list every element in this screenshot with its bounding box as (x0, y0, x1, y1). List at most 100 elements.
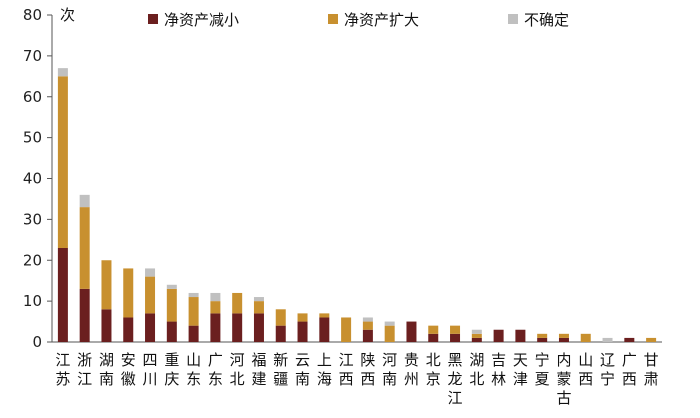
y-tick-label: 0 (32, 333, 42, 351)
x-tick-label: 云南 (295, 351, 310, 388)
bar-segment (406, 321, 417, 342)
bar-segment (123, 268, 134, 318)
x-tick-label: 山东 (186, 351, 201, 388)
bar-segment (646, 337, 657, 342)
bars (57, 68, 657, 342)
bar-segment (537, 337, 548, 342)
bar-segment (362, 329, 373, 342)
bar-segment (57, 68, 68, 77)
bar-segment (275, 309, 286, 326)
legend-label: 净资产减小 (164, 11, 239, 29)
bar-segment (450, 333, 461, 342)
x-tick-label: 福建 (251, 351, 266, 388)
bar-segment (210, 301, 221, 314)
x-tick-label: 广东 (208, 351, 223, 388)
bar-segment (232, 292, 243, 314)
bar-segment (297, 321, 308, 342)
x-tick-label: 安徽 (121, 351, 136, 388)
bar-segment (253, 297, 264, 302)
bar-segment (297, 313, 308, 322)
y-tick-label: 40 (23, 170, 42, 188)
x-tick-label: 宁夏 (535, 351, 550, 388)
x-tick-label: 浙江 (77, 351, 92, 388)
x-tick-label: 河南 (382, 351, 397, 388)
bar-segment (232, 313, 243, 342)
bar-segment (145, 313, 156, 342)
bar-segment (253, 313, 264, 342)
bar-segment (188, 297, 199, 326)
bar-segment (537, 333, 548, 338)
x-tick-label: 河北 (230, 351, 245, 388)
bar-segment (210, 292, 221, 302)
bar-segment (341, 317, 352, 342)
bar-segment (166, 321, 177, 342)
legend-swatch (328, 14, 338, 24)
x-tick-label: 天津 (513, 351, 528, 388)
bar-segment (493, 329, 504, 342)
bar-segment (145, 276, 156, 314)
x-tick-label: 贵州 (404, 351, 419, 388)
y-tick-label: 10 (23, 292, 42, 310)
bar-segment (471, 337, 482, 342)
x-tick-label: 辽宁 (600, 351, 615, 388)
y-tick-label: 60 (23, 88, 42, 106)
bar-segment (471, 333, 482, 338)
x-tick-label: 内蒙古 (556, 351, 571, 407)
bar-segment (362, 317, 373, 322)
y-tick-label: 30 (23, 210, 42, 228)
y-tick-label: 50 (23, 129, 42, 147)
x-tick-label: 江西 (339, 351, 354, 388)
bar-segment (101, 309, 112, 342)
bar-segment (57, 76, 68, 248)
x-tick-label: 湖南 (99, 351, 114, 388)
bar-segment (384, 325, 395, 342)
bar-segment (428, 333, 439, 342)
legend-label: 净资产扩大 (344, 11, 419, 29)
x-tick-label: 湖北 (469, 351, 484, 388)
y-tick-label: 80 (23, 6, 42, 24)
x-tick-label: 四川 (143, 351, 158, 388)
y-tick-label: 20 (23, 251, 42, 269)
x-tick-label: 北京 (426, 351, 441, 388)
y-tick-label: 70 (23, 47, 42, 65)
legend-swatch (148, 14, 158, 24)
x-tick-label: 山西 (578, 351, 593, 388)
x-tick-label: 上海 (317, 351, 332, 388)
bar-segment (580, 333, 591, 342)
bar-segment (188, 292, 199, 298)
bar-segment (275, 325, 286, 342)
x-tick-label: 广西 (622, 351, 637, 388)
x-tick-label: 陕西 (360, 351, 375, 388)
x-tick-label: 新疆 (273, 351, 288, 388)
x-tick-label: 重庆 (164, 351, 179, 388)
bar-segment (428, 325, 439, 334)
bar-segment (79, 194, 90, 208)
bar-segment (145, 268, 156, 277)
bar-segment (362, 321, 373, 330)
bar-segment (123, 317, 134, 342)
bar-segment (450, 325, 461, 334)
bar-segment (253, 301, 264, 314)
x-tick-label: 江苏 (55, 351, 70, 388)
bar-segment (166, 284, 177, 289)
bar-segment (79, 288, 90, 342)
bar-segment (602, 337, 613, 342)
category-labels: 江苏浙江湖南安徽四川重庆山东广东河北福建新疆云南上海江西陕西河南贵州北京黑龙江湖… (55, 351, 658, 407)
bar-segment (210, 313, 221, 342)
x-tick-label: 黑龙江 (448, 351, 463, 407)
x-tick-label: 吉林 (491, 351, 506, 388)
x-tick-label: 甘肃 (644, 351, 659, 388)
bar-segment (57, 247, 68, 342)
bar-segment (79, 207, 90, 289)
bar-segment (384, 321, 395, 326)
bar-segment (471, 329, 482, 334)
bar-segment (558, 337, 569, 342)
bar-segment (188, 325, 199, 342)
bar-segment (319, 317, 330, 342)
legend-swatch (508, 14, 518, 24)
axes: 0 10 20 30 40 50 60 70 80 (23, 6, 662, 351)
bar-segment (101, 260, 112, 310)
bar-segment (166, 288, 177, 322)
legend-label: 不确定 (524, 11, 569, 29)
